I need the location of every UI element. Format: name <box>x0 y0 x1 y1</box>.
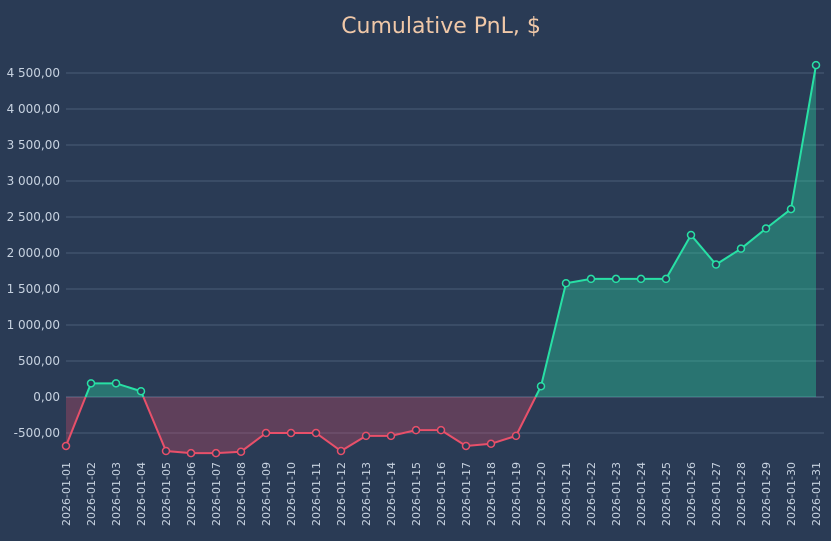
data-point <box>811 60 821 70</box>
x-tick-label: 2026-01-10 <box>285 462 298 526</box>
data-point <box>361 431 371 441</box>
data-point <box>286 428 296 438</box>
x-tick-label: 2026-01-06 <box>185 462 198 526</box>
data-point <box>636 274 646 284</box>
x-tick-label: 2026-01-08 <box>235 462 248 526</box>
data-point <box>211 448 221 458</box>
data-point <box>436 425 446 435</box>
x-tick-label: 2026-01-07 <box>210 462 223 526</box>
x-tick-label: 2026-01-21 <box>560 462 573 526</box>
x-tick-label: 2026-01-04 <box>135 462 148 526</box>
data-point <box>711 260 721 269</box>
x-tick-label: 2026-01-01 <box>60 462 73 526</box>
y-tick-label: 500,00 <box>18 354 60 368</box>
y-tick-label: 4 000,00 <box>7 102 60 116</box>
x-tick-label: 2026-01-12 <box>335 462 348 526</box>
x-tick-label: 2026-01-29 <box>760 462 773 526</box>
x-tick-label: 2026-01-27 <box>710 462 723 526</box>
x-tick-label: 2026-01-30 <box>785 462 798 526</box>
data-point <box>536 381 546 391</box>
x-tick-label: 2026-01-20 <box>535 462 548 526</box>
x-axis-ticks: 2026-01-01 2026-01-02 2026-01-03 2026-01-04… <box>60 462 823 526</box>
y-tick-label: 0,00 <box>33 390 60 404</box>
x-tick-label: 2026-01-18 <box>485 462 498 526</box>
data-point <box>386 431 396 441</box>
y-tick-label: 2 000,00 <box>7 246 60 260</box>
data-point <box>611 274 621 284</box>
x-tick-label: 2026-01-05 <box>160 462 173 526</box>
x-tick-label: 2026-01-25 <box>660 462 673 526</box>
data-point <box>136 386 146 396</box>
x-tick-label: 2026-01-28 <box>735 462 748 526</box>
data-point <box>86 379 96 388</box>
grid-lines <box>66 72 824 434</box>
pnl-points <box>61 60 821 458</box>
data-point <box>736 244 746 253</box>
data-point <box>336 446 346 456</box>
y-axis-ticks: -500,00 0,00 500,00 1 000,00 1 500,00 2 000,0… <box>7 66 60 440</box>
x-tick-label: 2026-01-14 <box>385 462 398 526</box>
x-tick-label: 2026-01-03 <box>110 462 123 526</box>
data-point <box>761 224 771 233</box>
pnl-area <box>66 65 816 454</box>
x-tick-label: 2026-01-19 <box>510 462 523 526</box>
data-point <box>161 446 171 456</box>
y-tick-label: 1 500,00 <box>7 282 60 296</box>
x-tick-label: 2026-01-09 <box>260 462 273 526</box>
line-negative <box>65 396 87 447</box>
x-tick-label: 2026-01-11 <box>310 462 323 526</box>
x-tick-label: 2026-01-23 <box>610 462 623 526</box>
data-point <box>236 447 246 456</box>
data-point <box>661 274 671 284</box>
data-point <box>311 428 321 438</box>
y-tick-label: 1 000,00 <box>7 318 60 332</box>
y-tick-label: 3 500,00 <box>7 138 60 152</box>
x-tick-label: 2026-01-31 <box>810 462 823 526</box>
x-tick-label: 2026-01-24 <box>635 462 648 526</box>
x-tick-label: 2026-01-22 <box>585 462 598 526</box>
data-point <box>261 428 271 438</box>
x-tick-label: 2026-01-15 <box>410 462 423 526</box>
data-point <box>411 425 421 435</box>
data-point <box>511 431 521 441</box>
area-positive <box>85 383 144 397</box>
data-point <box>461 441 471 451</box>
area-negative <box>143 397 536 454</box>
chart-title: Cumulative PnL, $ <box>341 14 541 39</box>
data-point <box>111 379 121 388</box>
y-tick-label: -500,00 <box>14 426 60 440</box>
data-point <box>561 278 571 288</box>
y-tick-label: 4 500,00 <box>7 66 60 80</box>
data-point <box>486 439 496 449</box>
x-tick-label: 2026-01-02 <box>85 462 98 526</box>
x-tick-label: 2026-01-13 <box>360 462 373 526</box>
data-point <box>186 448 196 458</box>
x-tick-label: 2026-01-16 <box>435 462 448 526</box>
x-tick-label: 2026-01-17 <box>460 462 473 526</box>
data-point <box>686 230 696 240</box>
data-point <box>61 441 71 451</box>
data-point <box>786 204 796 214</box>
y-tick-label: 2 500,00 <box>7 210 60 224</box>
y-tick-label: 3 000,00 <box>7 174 60 188</box>
area-positive <box>535 65 816 397</box>
x-tick-label: 2026-01-26 <box>685 462 698 526</box>
data-point <box>586 274 596 284</box>
